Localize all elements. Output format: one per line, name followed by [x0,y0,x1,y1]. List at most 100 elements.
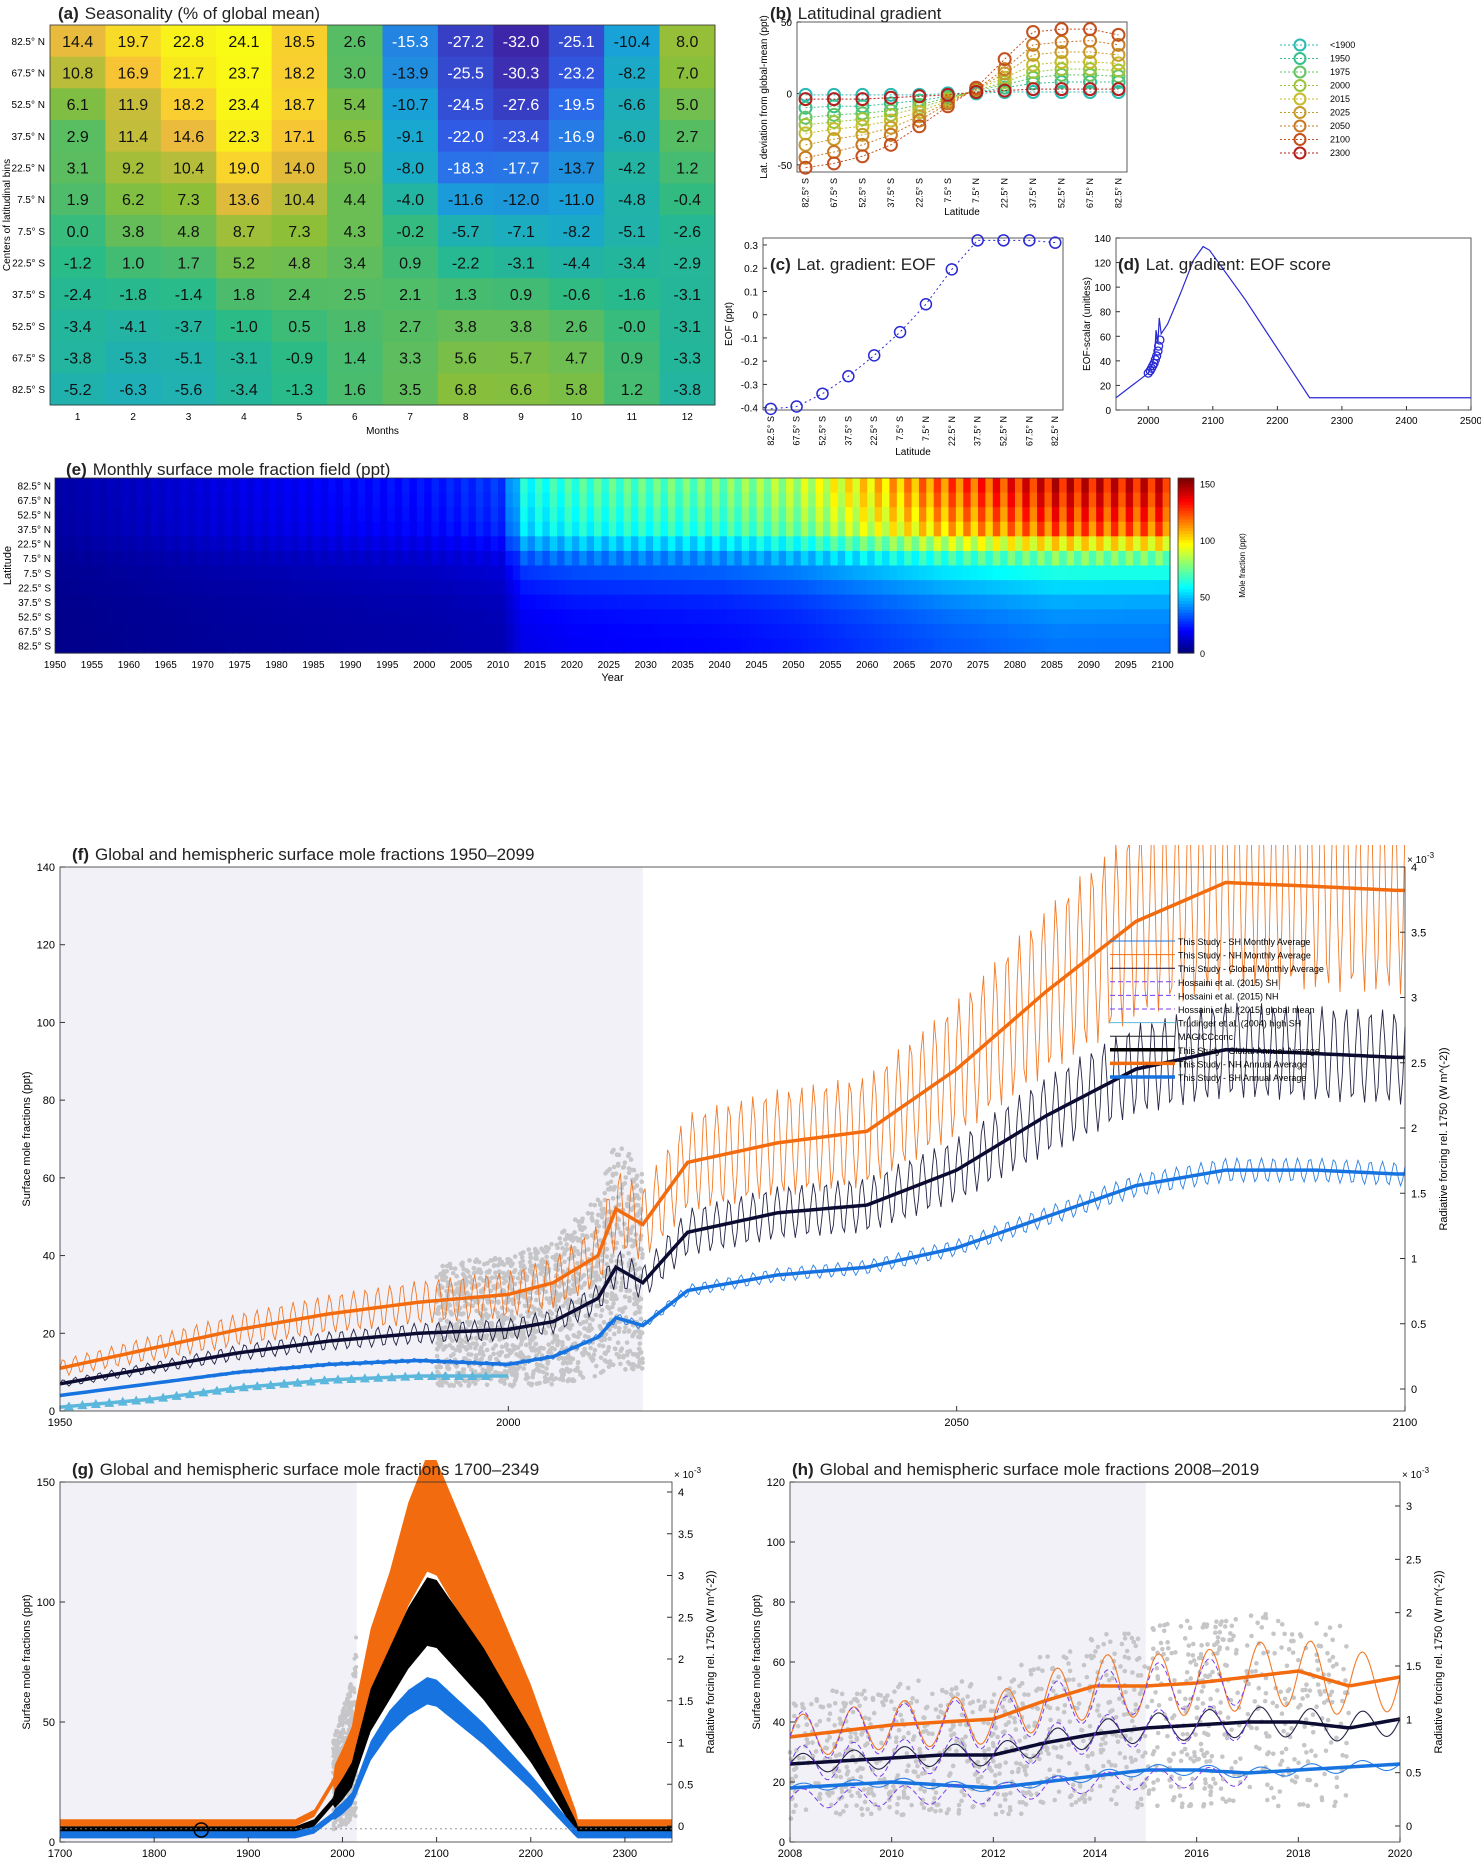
field-cell [749,478,758,494]
field-cell [660,594,669,610]
field-cell [741,492,750,508]
field-cell [867,623,876,640]
observation-point [438,1317,443,1323]
field-cell [926,550,935,567]
observation-point [598,1202,603,1208]
field-cell [1044,638,1053,654]
field-cell [1147,594,1156,610]
observation-point [1077,1682,1082,1688]
field-cell [1096,478,1105,494]
field-cell [1059,609,1068,625]
field-cell [1007,521,1016,537]
field-cell [830,565,839,581]
field-cell [453,478,462,494]
field-cell [121,594,130,610]
field-cell [889,507,898,523]
field-cell [1059,507,1068,523]
observation-point [447,1342,453,1348]
field-cell [1059,623,1068,640]
field-cell [867,507,876,523]
heatmap-cell [659,373,716,406]
field-cell [328,623,337,640]
field-cell [970,638,979,654]
field-cell [978,623,986,640]
observation-point [588,1275,593,1280]
field-cell [542,536,551,552]
field-cell [1081,623,1090,640]
field-cell [830,638,839,654]
field-cell [335,609,344,625]
field-cell [630,550,639,567]
field-cell [726,478,735,494]
field-cell [1007,550,1016,567]
field-cell [660,507,669,523]
observation-point [440,1263,445,1269]
field-cell [128,478,137,494]
field-cell [859,580,868,596]
y-tick-label: 150 [37,1477,55,1489]
field-cell [1147,492,1156,508]
x-tick-label: 7.5° N [971,178,981,203]
field-cell [136,638,145,654]
observation-point [447,1383,452,1388]
field-cell [490,521,499,537]
field-cell [630,638,639,654]
field-cell [719,580,728,596]
heatmap-cell-label: -3.3 [674,351,702,368]
y-axis-label: EOF (ppt) [724,302,735,346]
field-cell [114,536,123,552]
field-cell [217,507,226,523]
field-cell [232,478,241,494]
colorbar-segment [1178,641,1194,645]
observation-point [565,1267,571,1273]
field-cell [542,609,551,625]
field-cell [254,521,263,537]
field-cell [756,507,765,523]
field-cell [195,492,204,508]
observation-point [889,1699,894,1704]
observation-point [626,1170,632,1176]
field-cell [475,521,484,537]
observation-point [521,1366,527,1371]
observation-point [1314,1704,1319,1709]
field-cell [468,580,477,596]
field-cell [955,492,964,508]
field-cell [306,609,315,625]
field-cell [1110,609,1119,625]
field-cell [1133,507,1142,523]
field-cell [210,521,219,537]
trudinger-marker [185,1389,196,1399]
legend-label: This Study - SH Annual Average [1178,1073,1306,1083]
x-tick-label: 3 [186,412,192,423]
field-cell [1037,594,1046,610]
field-cell [557,521,566,537]
field-cell [623,550,632,567]
colorbar-segment [1178,580,1194,584]
field-cell [505,550,514,567]
observation-point [619,1146,625,1152]
field-cell [1118,478,1127,494]
field-cell [195,623,204,640]
observation-point [585,1211,591,1216]
field-cell [837,580,846,596]
score-marker [1143,368,1153,378]
observation-point [530,1371,536,1377]
field-cell [62,550,71,567]
observation-point [481,1341,487,1347]
observation-point [523,1342,529,1348]
field-cell [121,478,130,494]
field-cell [106,638,115,654]
field-cell [291,594,300,610]
field-cell [1022,507,1031,523]
field-cell [431,478,440,494]
observation-point [1192,1753,1198,1759]
field-cell [239,594,248,610]
field-cell [667,609,676,625]
field-cell [867,638,876,654]
field-cell [217,536,226,552]
field-cell [527,478,536,494]
field-cell [808,580,817,596]
heatmap-cell [271,341,328,374]
field-cell [77,580,86,596]
heatmap-cell-label: 22.3 [228,129,259,146]
